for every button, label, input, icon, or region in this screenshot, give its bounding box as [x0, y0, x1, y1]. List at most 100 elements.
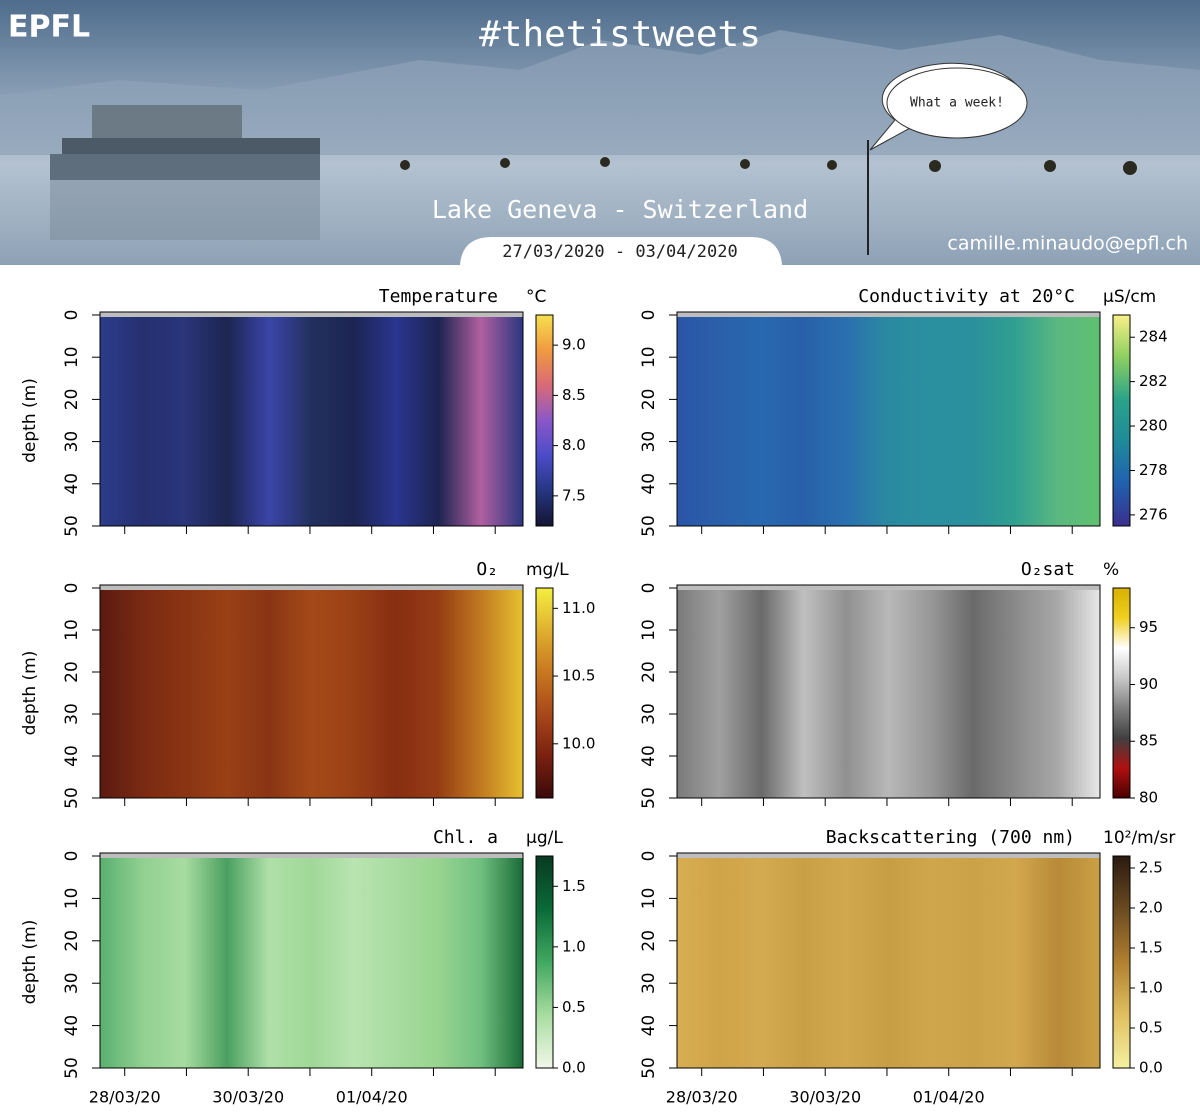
- colorbar: [1112, 855, 1131, 1069]
- colorbar-tick-label: 10.0: [562, 734, 595, 752]
- y-tick-label: 10: [639, 619, 659, 641]
- colorbar-tick-label: 2.0: [1139, 899, 1163, 917]
- chart-title: Temperature: [379, 286, 498, 307]
- y-tick-label: 40: [62, 1015, 82, 1037]
- y-tick-label: 20: [62, 389, 82, 411]
- chart-title: O₂sat: [1021, 559, 1075, 580]
- x-tick-label: 28/03/20: [89, 1088, 161, 1107]
- location: Lake Geneva - Switzerland: [432, 195, 808, 224]
- y-tick-label: 20: [639, 661, 659, 683]
- y-tick-label: 40: [639, 745, 659, 767]
- y-tick-label: 10: [639, 346, 659, 368]
- x-tick-label: 30/03/20: [212, 1088, 284, 1107]
- barge: [50, 105, 320, 240]
- colorbar-tick-label: 282: [1139, 372, 1168, 390]
- colorbar-tick-label: 85: [1139, 732, 1158, 750]
- unit-label: mg/L: [526, 560, 569, 580]
- colorbar-tick-label: 0.5: [562, 998, 586, 1016]
- colorbar: [1112, 314, 1131, 527]
- unit-label: µS/cm: [1103, 287, 1156, 307]
- colorbar-tick-label: 278: [1139, 461, 1168, 479]
- colorbar-tick-label: 1.0: [1139, 979, 1163, 997]
- unit-label: µg/L: [526, 828, 563, 848]
- date-range: 27/03/2020 - 03/04/2020: [502, 242, 737, 262]
- colorbar-tick-label: 9.0: [562, 336, 586, 354]
- colorbar-tick-label: 276: [1139, 505, 1168, 523]
- y-tick-label: 30: [639, 972, 659, 994]
- chart-title: Conductivity at 20°C: [858, 286, 1075, 307]
- y-tick-label: 40: [62, 745, 82, 767]
- colorbar: [535, 855, 554, 1069]
- date-tab: [460, 237, 782, 265]
- colorbar-tick-label: 7.5: [562, 486, 586, 504]
- y-tick-label: 20: [62, 930, 82, 952]
- chart-title: Backscattering (700 nm): [826, 827, 1075, 848]
- colorbar-tick-label: 1.5: [1139, 939, 1163, 957]
- colorbar-tick-label: 1.5: [562, 877, 586, 895]
- colorbar-tick-label: 95: [1139, 618, 1158, 636]
- y-tick-label: 30: [639, 703, 659, 725]
- y-tick-label: 0: [62, 310, 82, 321]
- hashtag: #thetistweets: [479, 14, 761, 55]
- heatmap-field: [677, 588, 1100, 798]
- colorbar-tick-label: 80: [1139, 789, 1158, 807]
- plot-frame: [99, 584, 524, 799]
- x-tick-label: 01/04/20: [913, 1088, 985, 1107]
- y-tick-label: 0: [639, 583, 659, 594]
- y-axis-label: depth (m): [20, 920, 40, 1005]
- y-tick-label: 0: [62, 851, 82, 862]
- plot-frame: [676, 584, 1101, 799]
- y-tick-label: 30: [639, 431, 659, 453]
- surface-band: [100, 312, 523, 317]
- heatmap-field: [100, 588, 523, 798]
- colorbar-tick-label: 0.5: [1139, 1019, 1163, 1037]
- colorbar: [535, 314, 554, 527]
- y-tick-label: 50: [62, 515, 82, 537]
- colorbar-tick-label: 8.0: [562, 436, 586, 454]
- header: What a week! EPFL #thetistweets Lake Gen…: [0, 0, 1200, 265]
- plot-frame: [99, 311, 524, 527]
- y-axis-label: depth (m): [20, 378, 40, 463]
- y-tick-label: 0: [639, 851, 659, 862]
- colorbar: [535, 587, 554, 799]
- y-tick-label: 30: [62, 972, 82, 994]
- plot-frame: [99, 852, 524, 1069]
- buoys: [400, 157, 1137, 175]
- colorbar: [1112, 587, 1131, 799]
- y-tick-label: 30: [62, 703, 82, 725]
- colorbar-tick-label: 280: [1139, 417, 1168, 435]
- y-tick-label: 10: [639, 888, 659, 910]
- speech-text: What a week!: [910, 96, 1004, 111]
- y-tick-label: 50: [639, 787, 659, 809]
- heatmap-field: [677, 856, 1100, 1068]
- y-tick-label: 10: [62, 619, 82, 641]
- y-tick-label: 10: [62, 888, 82, 910]
- colorbar-tick-label: 284: [1139, 328, 1168, 346]
- y-tick-label: 50: [62, 787, 82, 809]
- chart-title: Chl. a: [433, 827, 498, 848]
- surface-band: [100, 585, 523, 590]
- y-tick-label: 50: [639, 1057, 659, 1079]
- y-tick-label: 20: [639, 930, 659, 952]
- colorbar-tick-label: 0.0: [1139, 1059, 1163, 1077]
- colorbar-tick-label: 2.5: [1139, 859, 1163, 877]
- x-tick-label: 28/03/20: [666, 1088, 738, 1107]
- x-tick-label: 30/03/20: [789, 1088, 861, 1107]
- y-tick-label: 40: [639, 473, 659, 495]
- colorbar-tick-label: 11.0: [562, 599, 595, 617]
- y-tick-label: 0: [639, 310, 659, 321]
- y-tick-label: 20: [62, 661, 82, 683]
- unit-label: °C: [526, 287, 546, 307]
- y-tick-label: 40: [62, 473, 82, 495]
- surface-band: [677, 585, 1100, 590]
- speech-bubble: [886, 67, 1028, 139]
- y-tick-label: 30: [62, 431, 82, 453]
- chart-title: O₂: [476, 559, 498, 580]
- surface-band: [100, 853, 523, 858]
- heatmap-field: [677, 315, 1100, 526]
- email: camille.minaudo@epfl.ch: [947, 233, 1188, 255]
- unit-label: %: [1103, 560, 1119, 580]
- y-tick-label: 20: [639, 389, 659, 411]
- plot-frame: [676, 311, 1101, 527]
